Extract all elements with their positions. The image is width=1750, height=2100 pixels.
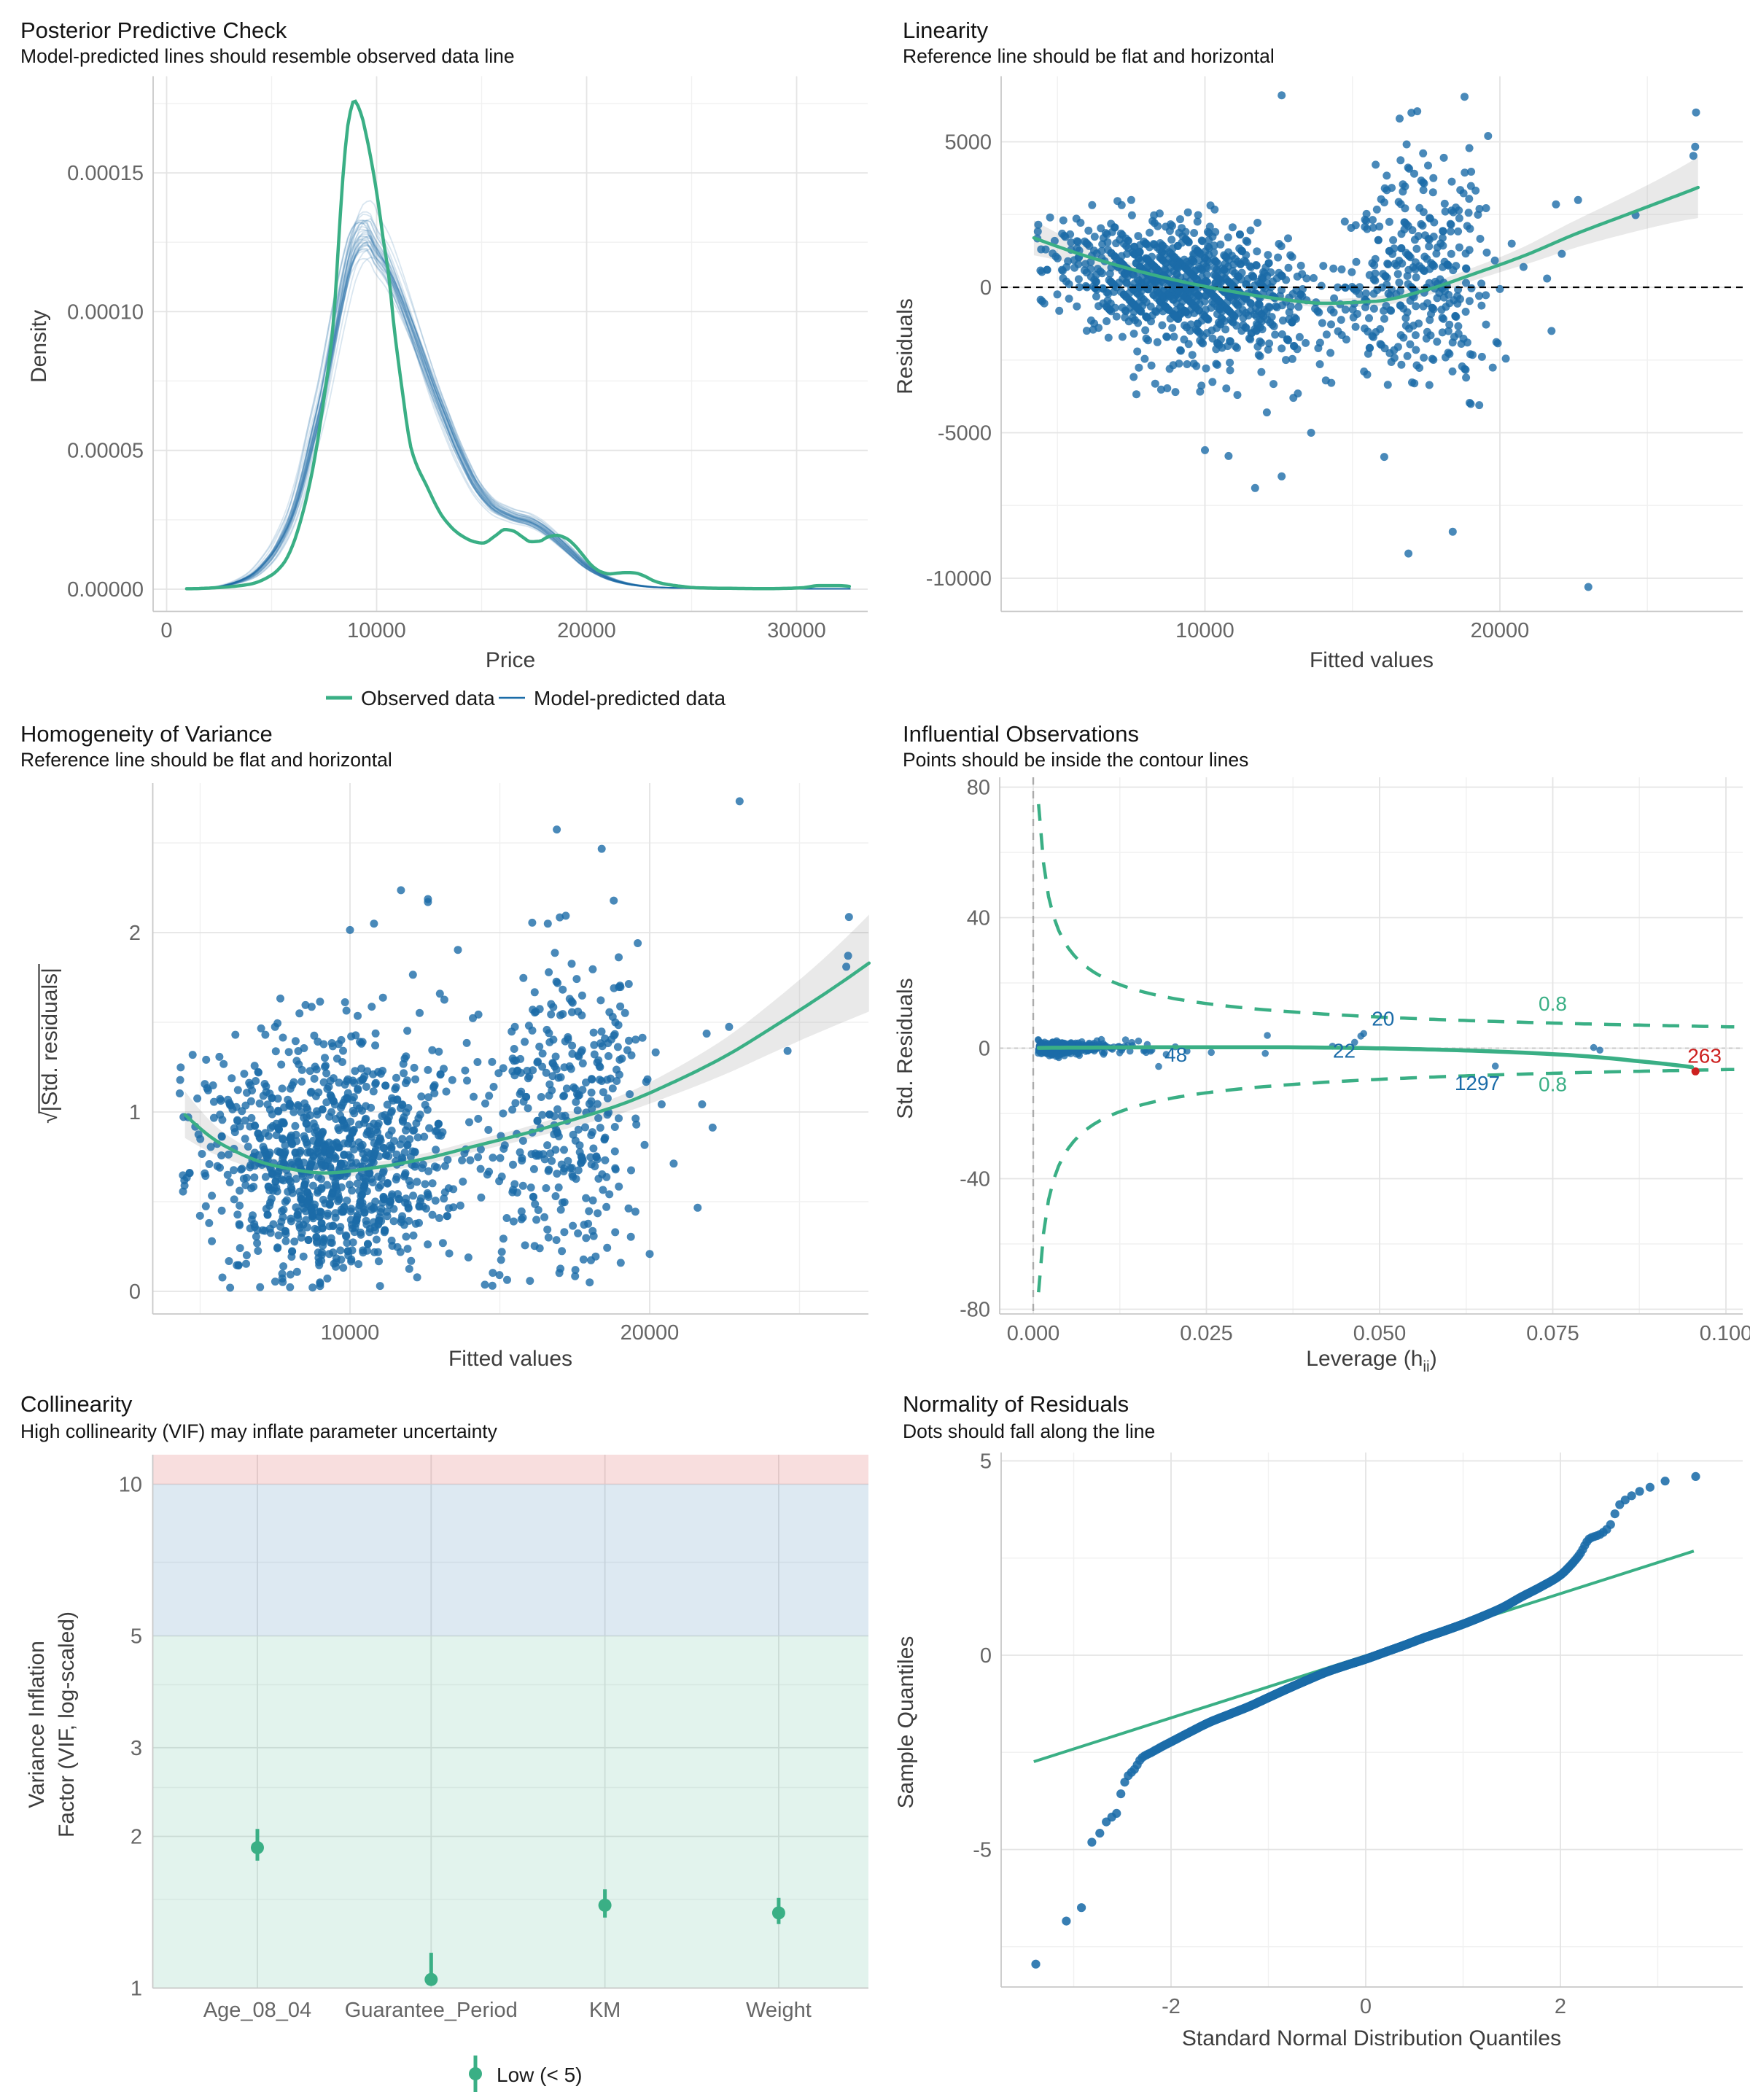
svg-text:Influential Observations: Influential Observations bbox=[903, 721, 1139, 747]
svg-text:5: 5 bbox=[980, 1450, 992, 1474]
svg-text:0.050: 0.050 bbox=[1353, 1322, 1407, 1345]
svg-text:Posterior Predictive Check: Posterior Predictive Check bbox=[20, 18, 287, 43]
svg-text:2: 2 bbox=[131, 1826, 142, 1849]
svg-text:Reference line should be flat: Reference line should be flat and horizo… bbox=[20, 749, 392, 771]
svg-text:-10000: -10000 bbox=[926, 567, 992, 591]
svg-text:Linearity: Linearity bbox=[903, 18, 989, 43]
svg-text:20000: 20000 bbox=[621, 1321, 680, 1345]
svg-text:Collinearity: Collinearity bbox=[20, 1391, 133, 1417]
svg-text:Points should be inside the co: Points should be inside the contour line… bbox=[903, 749, 1248, 771]
svg-text:0: 0 bbox=[979, 1038, 990, 1061]
svg-text:0.00005: 0.00005 bbox=[67, 440, 144, 463]
svg-text:263: 263 bbox=[1687, 1044, 1722, 1067]
svg-text:22: 22 bbox=[1333, 1040, 1356, 1062]
svg-text:Standard Normal Distribution Q: Standard Normal Distribution Quantiles bbox=[1182, 2026, 1561, 2050]
svg-text:Low (< 5): Low (< 5) bbox=[497, 2064, 583, 2086]
svg-text:Price: Price bbox=[486, 648, 535, 672]
svg-text:1: 1 bbox=[129, 1101, 141, 1124]
svg-text:10000: 10000 bbox=[1175, 619, 1234, 642]
svg-text:Residuals: Residuals bbox=[893, 298, 917, 394]
svg-text:10000: 10000 bbox=[321, 1321, 380, 1345]
svg-text:Density: Density bbox=[27, 310, 51, 383]
svg-text:Dots should fall along the lin: Dots should fall along the line bbox=[903, 1420, 1155, 1442]
svg-text:5: 5 bbox=[131, 1625, 142, 1649]
svg-text:Normality of Residuals: Normality of Residuals bbox=[903, 1391, 1129, 1417]
svg-text:Age_08_04: Age_08_04 bbox=[203, 1999, 311, 2022]
svg-text:0: 0 bbox=[160, 619, 172, 642]
svg-text:0.075: 0.075 bbox=[1526, 1322, 1579, 1345]
svg-text:Sample Quantiles: Sample Quantiles bbox=[894, 1636, 918, 1809]
svg-text:KM: KM bbox=[589, 1999, 621, 2022]
svg-text:40: 40 bbox=[967, 907, 990, 930]
svg-text:-40: -40 bbox=[960, 1168, 990, 1191]
svg-text:-5: -5 bbox=[973, 1839, 992, 1862]
svg-text:0.000: 0.000 bbox=[1007, 1322, 1060, 1345]
svg-text:√|Std. residuals|: √|Std. residuals| bbox=[38, 968, 62, 1124]
svg-text:Weight: Weight bbox=[746, 1999, 812, 2022]
svg-text:Fitted values: Fitted values bbox=[1310, 648, 1434, 672]
svg-text:Fitted values: Fitted values bbox=[448, 1347, 572, 1371]
svg-text:Leverage (hii): Leverage (hii) bbox=[1306, 1347, 1436, 1375]
svg-text:0.8: 0.8 bbox=[1539, 992, 1567, 1015]
svg-text:2: 2 bbox=[1555, 1995, 1566, 2018]
svg-text:Model-predicted lines should r: Model-predicted lines should resemble ob… bbox=[20, 45, 515, 67]
svg-text:Factor (VIF, log-scaled): Factor (VIF, log-scaled) bbox=[55, 1611, 79, 1838]
svg-text:0.8: 0.8 bbox=[1539, 1073, 1567, 1096]
svg-text:0: 0 bbox=[129, 1280, 141, 1304]
svg-text:0.00000: 0.00000 bbox=[67, 578, 144, 602]
svg-text:Guarantee_Period: Guarantee_Period bbox=[345, 1999, 518, 2022]
svg-text:10000: 10000 bbox=[347, 619, 406, 642]
svg-text:0: 0 bbox=[980, 276, 992, 300]
svg-text:2: 2 bbox=[129, 922, 141, 945]
svg-text:Observed data: Observed data bbox=[361, 687, 495, 709]
svg-text:0: 0 bbox=[1360, 1995, 1372, 2018]
svg-text:Homogeneity of Variance: Homogeneity of Variance bbox=[20, 721, 273, 747]
svg-text:0.00015: 0.00015 bbox=[67, 162, 144, 185]
svg-text:Variance Inflation: Variance Inflation bbox=[25, 1641, 49, 1808]
svg-text:20: 20 bbox=[1372, 1007, 1394, 1030]
svg-text:80: 80 bbox=[967, 777, 990, 800]
svg-text:30000: 30000 bbox=[767, 619, 826, 642]
svg-text:10: 10 bbox=[119, 1474, 142, 1497]
svg-text:1297: 1297 bbox=[1455, 1072, 1500, 1094]
svg-text:0.100: 0.100 bbox=[1700, 1322, 1750, 1345]
svg-text:0.00010: 0.00010 bbox=[67, 300, 144, 324]
svg-text:5000: 5000 bbox=[944, 131, 992, 155]
svg-text:Reference line should be flat: Reference line should be flat and horizo… bbox=[903, 45, 1275, 67]
svg-text:Model-predicted data: Model-predicted data bbox=[534, 687, 726, 709]
svg-text:0: 0 bbox=[980, 1644, 992, 1668]
svg-text:0.025: 0.025 bbox=[1180, 1322, 1233, 1345]
svg-text:20000: 20000 bbox=[1471, 619, 1530, 642]
svg-text:20000: 20000 bbox=[557, 619, 616, 642]
svg-text:1: 1 bbox=[131, 1978, 142, 2001]
svg-text:-2: -2 bbox=[1162, 1995, 1181, 2018]
svg-text:High collinearity (VIF) may in: High collinearity (VIF) may inflate para… bbox=[20, 1420, 498, 1442]
svg-text:-80: -80 bbox=[960, 1299, 990, 1322]
svg-text:-5000: -5000 bbox=[938, 422, 992, 446]
svg-text:48: 48 bbox=[1164, 1043, 1187, 1066]
svg-text:Std. Residuals: Std. Residuals bbox=[893, 978, 917, 1119]
svg-text:3: 3 bbox=[131, 1737, 142, 1760]
